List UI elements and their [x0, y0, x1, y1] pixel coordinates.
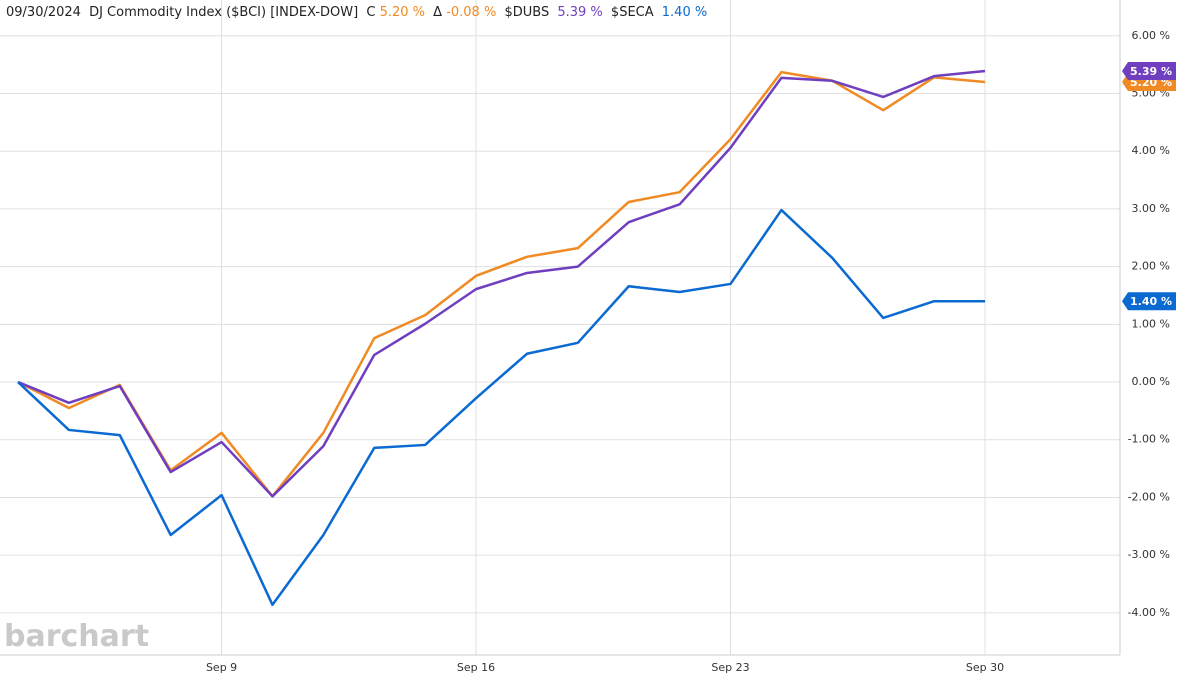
y-tick-label: 0.00 % [1132, 375, 1170, 388]
legend-value: 1.40 % [662, 5, 707, 20]
last-value-label: 1.40 % [1130, 295, 1172, 308]
last-value-badge [1122, 292, 1176, 311]
change-value: -0.08 % [446, 5, 496, 20]
series-line [17, 70, 986, 498]
last-value-badge [1122, 61, 1176, 80]
y-tick-label: 1.00 % [1132, 317, 1170, 330]
legend-entry: $SECA [611, 5, 654, 20]
legend-value: 5.39 % [557, 5, 602, 20]
watermark: barchart [4, 619, 149, 654]
x-tick-label: Sep 30 [966, 661, 1004, 674]
x-tick-label: Sep 23 [711, 661, 749, 674]
x-tick-label: Sep 9 [206, 661, 237, 674]
y-tick-label: -4.00 % [1128, 606, 1170, 619]
last-value-label: 5.39 % [1130, 65, 1172, 78]
close-prefix: C [366, 5, 375, 20]
legend-entry: $DUBS [504, 5, 549, 20]
change-prefix: Δ [433, 5, 442, 20]
header: 09/30/2024 DJ Commodity Index ($BCI) [IN… [6, 5, 707, 20]
y-tick-label: -3.00 % [1128, 548, 1170, 561]
series-line [17, 208, 985, 607]
y-tick-label: -2.00 % [1128, 490, 1170, 503]
y-tick-label: 2.00 % [1132, 260, 1170, 273]
close-value: 5.20 % [380, 5, 425, 20]
y-tick-label: 6.00 % [1132, 29, 1170, 42]
header-date: 09/30/2024 [6, 5, 81, 20]
series-line [17, 69, 986, 498]
legend-entry: DJ Commodity Index ($BCI) [INDEX-DOW] [89, 5, 358, 20]
x-tick-label: Sep 16 [457, 661, 495, 674]
y-tick-label: -1.00 % [1128, 433, 1170, 446]
y-tick-label: 4.00 % [1132, 144, 1170, 157]
y-tick-label: 3.00 % [1132, 202, 1170, 215]
grid [0, 0, 1120, 655]
